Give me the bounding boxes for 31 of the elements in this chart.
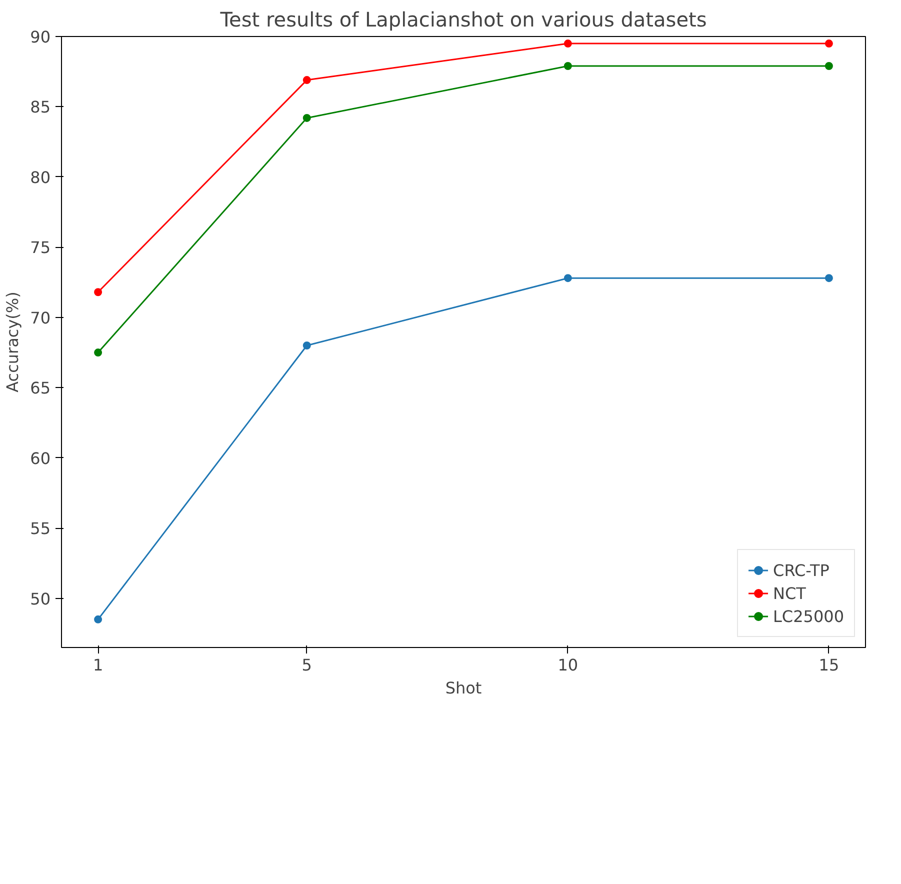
point bbox=[824, 62, 833, 70]
x-axis-title: Shot bbox=[445, 678, 482, 698]
point bbox=[824, 40, 833, 48]
y-tick-label: 85 bbox=[30, 98, 50, 117]
y-tick-label: 80 bbox=[30, 168, 50, 187]
point bbox=[94, 348, 102, 357]
y-tick-label: 65 bbox=[30, 378, 50, 398]
point bbox=[564, 40, 572, 48]
x-tick-label: 15 bbox=[818, 656, 840, 674]
y-tick-label: 50 bbox=[30, 589, 50, 608]
point bbox=[302, 114, 311, 122]
y-tick-label: 90 bbox=[30, 28, 50, 46]
chart-title: Test results of Laplacianshot on various datasets bbox=[219, 8, 707, 32]
y-tick-label: 60 bbox=[30, 448, 50, 468]
x-tick-label: 1 bbox=[92, 656, 104, 674]
point bbox=[564, 62, 572, 70]
y-tick-label: 55 bbox=[30, 519, 50, 538]
legend-label: NCT bbox=[773, 584, 806, 602]
x-tick-label: 5 bbox=[302, 656, 312, 674]
y-tick-label: 75 bbox=[30, 238, 50, 258]
point bbox=[94, 288, 102, 296]
legend-label: CRC-TP bbox=[773, 560, 830, 580]
x-tick-label: 10 bbox=[558, 656, 578, 674]
legend-label: LC25000 bbox=[773, 606, 844, 626]
point bbox=[302, 76, 311, 84]
point bbox=[302, 342, 311, 350]
y-tick-label: 70 bbox=[30, 308, 50, 328]
y-axis-title: Accuracy(%) bbox=[3, 292, 22, 392]
point bbox=[564, 274, 572, 282]
point bbox=[94, 615, 102, 624]
point bbox=[824, 274, 833, 282]
